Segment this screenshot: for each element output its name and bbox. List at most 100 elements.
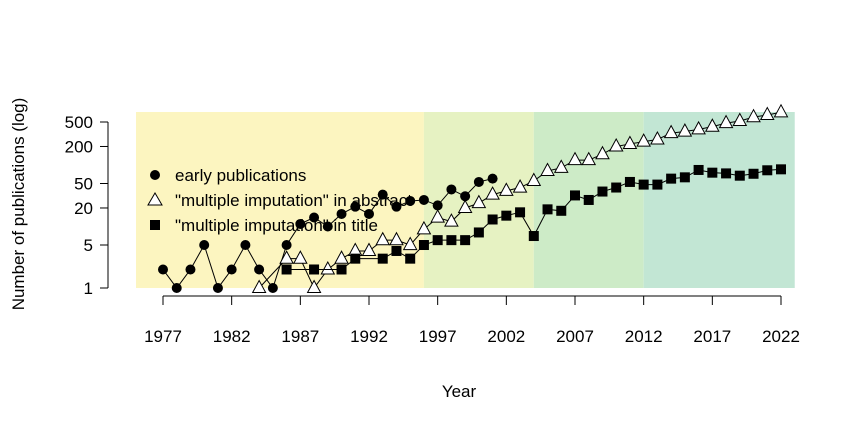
data-point <box>350 253 361 264</box>
data-point <box>405 195 416 206</box>
data-point <box>734 170 745 181</box>
x-tick-label: 2007 <box>556 327 594 346</box>
y-tick-label: 200 <box>65 137 93 156</box>
series-square <box>281 164 786 275</box>
data-point <box>487 214 498 225</box>
data-point <box>460 235 471 246</box>
x-tick-label: 1997 <box>419 327 457 346</box>
data-point <box>418 240 429 251</box>
data-point <box>663 124 679 139</box>
data-point <box>292 250 308 264</box>
data-point <box>199 240 210 251</box>
data-point <box>444 213 459 227</box>
legend: early publications "multiple imputation" … <box>147 166 412 235</box>
data-point <box>652 179 663 190</box>
data-point <box>622 135 638 149</box>
data-point <box>158 264 168 275</box>
x-axis-label: Year <box>442 382 477 401</box>
data-point <box>361 242 377 257</box>
y-tick-label: 5 <box>84 236 93 255</box>
data-point <box>746 108 761 123</box>
series-triangle <box>251 103 789 294</box>
data-point <box>457 199 473 214</box>
data-point <box>581 151 597 166</box>
data-point <box>460 191 471 202</box>
data-point <box>322 221 333 232</box>
data-point <box>583 194 594 205</box>
data-point <box>567 151 583 166</box>
x-tick-label: 1982 <box>213 327 251 346</box>
data-point <box>446 184 457 195</box>
data-point <box>501 210 512 221</box>
data-point <box>375 231 391 246</box>
data-point <box>597 186 608 197</box>
x-tick-label: 1987 <box>281 327 319 346</box>
data-point <box>309 212 320 223</box>
x-tick-label: 1992 <box>350 327 388 346</box>
data-point <box>677 123 693 137</box>
data-point <box>498 182 514 196</box>
data-point <box>405 253 416 264</box>
x-tick-label: 2017 <box>693 327 731 346</box>
y-tick-label: 500 <box>65 113 93 132</box>
data-point <box>526 172 542 187</box>
data-point <box>608 137 624 152</box>
data-point <box>473 176 484 187</box>
data-point <box>432 200 443 211</box>
data-point <box>251 279 267 294</box>
data-point <box>336 208 347 219</box>
data-point <box>364 208 374 219</box>
legend-label: "multiple imputation" in title <box>175 216 378 235</box>
data-point <box>281 264 292 275</box>
data-point <box>471 194 487 209</box>
data-point <box>485 186 500 200</box>
data-point <box>707 167 718 178</box>
y-axis-label: Number of publications (log) <box>9 98 28 311</box>
series-line <box>286 168 782 270</box>
data-point <box>556 205 567 216</box>
data-point <box>432 235 443 246</box>
x-tick-label: 2002 <box>487 327 525 346</box>
data-point <box>595 145 610 160</box>
data-point <box>473 227 484 238</box>
x-tick-label: 1977 <box>144 327 182 346</box>
data-point <box>611 182 622 193</box>
data-point <box>666 173 677 184</box>
data-point <box>416 220 432 235</box>
data-point <box>402 236 418 251</box>
data-point <box>553 159 569 173</box>
data-point <box>418 194 429 205</box>
data-point <box>773 103 789 118</box>
y-tick-label: 1 <box>84 279 93 298</box>
series-layer <box>158 103 789 294</box>
legend-marker-square <box>150 220 160 230</box>
data-point <box>528 231 539 242</box>
data-point <box>636 133 652 147</box>
data-point <box>377 253 388 264</box>
data-point <box>295 218 306 229</box>
data-point <box>721 168 732 179</box>
legend-marker-triangle <box>147 192 163 206</box>
data-point <box>693 164 704 175</box>
data-point <box>512 179 528 193</box>
data-point <box>732 112 748 127</box>
data-point <box>171 283 182 293</box>
data-point <box>704 118 720 132</box>
data-point <box>350 201 361 212</box>
x-tick-label: 2012 <box>625 327 663 346</box>
data-point <box>515 207 526 218</box>
data-point <box>185 264 196 275</box>
data-point <box>762 165 773 176</box>
data-point <box>377 189 388 200</box>
data-point <box>267 283 278 293</box>
legend-label: early publications <box>175 166 306 185</box>
data-point <box>309 264 320 275</box>
data-point <box>391 245 402 256</box>
y-tick-label: 20 <box>74 199 93 218</box>
data-point <box>748 168 759 179</box>
data-point <box>320 260 336 275</box>
data-point <box>334 250 349 264</box>
data-point <box>691 120 706 135</box>
data-point <box>240 240 251 251</box>
data-point <box>430 209 446 223</box>
